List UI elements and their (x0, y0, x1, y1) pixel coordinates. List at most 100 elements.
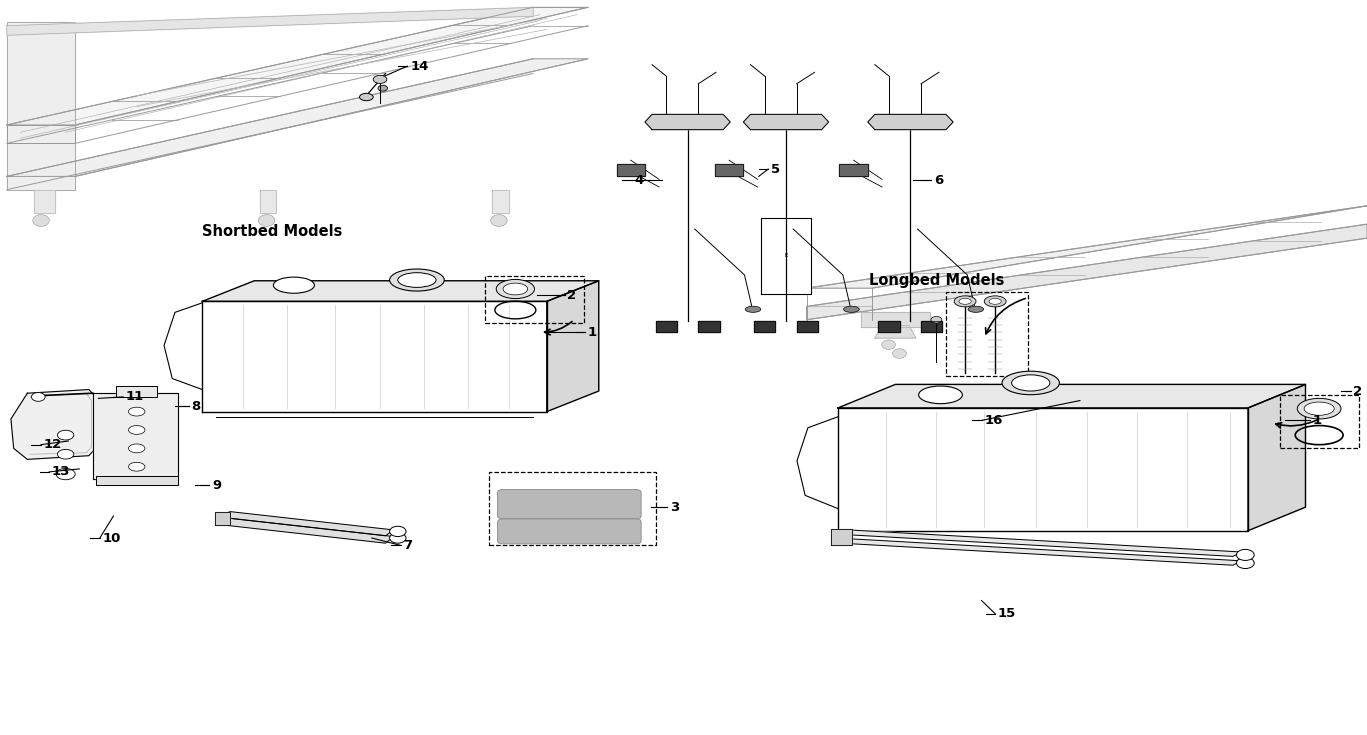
Polygon shape (861, 312, 930, 327)
Polygon shape (715, 164, 744, 176)
Polygon shape (797, 320, 817, 332)
Polygon shape (744, 115, 828, 129)
Ellipse shape (893, 349, 906, 359)
Bar (489, 472, 656, 545)
Polygon shape (868, 115, 953, 129)
Ellipse shape (258, 215, 275, 226)
Text: 7: 7 (403, 539, 413, 552)
FancyArrowPatch shape (544, 321, 571, 335)
Text: 8: 8 (191, 400, 201, 413)
Ellipse shape (31, 392, 45, 401)
Polygon shape (839, 164, 868, 176)
Ellipse shape (56, 468, 75, 480)
Ellipse shape (33, 215, 49, 226)
Polygon shape (221, 512, 394, 536)
Ellipse shape (390, 526, 406, 537)
Polygon shape (755, 320, 775, 332)
Polygon shape (7, 59, 588, 176)
Polygon shape (93, 393, 178, 479)
Polygon shape (879, 320, 899, 332)
Ellipse shape (390, 533, 406, 543)
Ellipse shape (968, 306, 984, 312)
Polygon shape (96, 476, 178, 485)
Polygon shape (116, 386, 157, 397)
Ellipse shape (496, 279, 534, 298)
Ellipse shape (128, 407, 145, 416)
Ellipse shape (128, 444, 145, 453)
Ellipse shape (373, 76, 387, 84)
FancyArrowPatch shape (986, 298, 1025, 334)
Polygon shape (7, 7, 588, 125)
Ellipse shape (931, 317, 942, 323)
Polygon shape (34, 190, 55, 213)
Ellipse shape (1297, 398, 1341, 419)
Ellipse shape (57, 430, 74, 440)
FancyBboxPatch shape (498, 519, 641, 544)
Text: 14: 14 (410, 60, 428, 73)
Polygon shape (7, 125, 75, 143)
Ellipse shape (128, 462, 145, 471)
Polygon shape (838, 408, 1248, 531)
Bar (1280, 395, 1359, 448)
Polygon shape (656, 320, 677, 332)
Ellipse shape (1002, 371, 1059, 395)
Ellipse shape (954, 296, 976, 307)
Polygon shape (202, 281, 599, 301)
Ellipse shape (745, 306, 761, 312)
Polygon shape (807, 206, 1367, 288)
Polygon shape (807, 224, 1367, 320)
Ellipse shape (1236, 550, 1255, 560)
Ellipse shape (128, 426, 145, 434)
FancyBboxPatch shape (498, 490, 641, 519)
Polygon shape (547, 281, 599, 412)
Ellipse shape (882, 340, 895, 349)
Bar (946, 292, 1028, 376)
Text: 2: 2 (1353, 384, 1363, 398)
Ellipse shape (988, 298, 1001, 304)
Polygon shape (7, 7, 533, 35)
Polygon shape (921, 320, 942, 332)
Text: E: E (785, 254, 787, 258)
Polygon shape (617, 164, 645, 176)
Ellipse shape (1012, 375, 1050, 391)
Text: 1: 1 (588, 326, 597, 339)
Ellipse shape (379, 85, 388, 91)
Text: Longbed Models: Longbed Models (869, 273, 1005, 288)
Polygon shape (841, 539, 1241, 565)
Polygon shape (838, 384, 1305, 408)
Text: 11: 11 (126, 390, 144, 404)
Polygon shape (492, 190, 509, 213)
Polygon shape (11, 390, 96, 459)
Ellipse shape (1304, 402, 1334, 415)
Polygon shape (215, 512, 230, 525)
Text: 5: 5 (771, 162, 781, 176)
Ellipse shape (919, 386, 962, 404)
Bar (485, 276, 584, 323)
FancyArrowPatch shape (1275, 420, 1316, 428)
Text: 12: 12 (44, 438, 62, 451)
Polygon shape (841, 530, 1241, 556)
Ellipse shape (360, 93, 373, 101)
Polygon shape (260, 190, 276, 213)
Text: 3: 3 (670, 501, 679, 514)
Ellipse shape (57, 449, 74, 459)
Polygon shape (1248, 384, 1305, 531)
Polygon shape (761, 218, 811, 294)
Ellipse shape (273, 277, 314, 293)
Text: 2: 2 (567, 289, 577, 302)
Ellipse shape (843, 306, 860, 312)
Text: 15: 15 (998, 607, 1016, 620)
Polygon shape (7, 22, 75, 190)
Ellipse shape (984, 296, 1006, 307)
Ellipse shape (960, 298, 971, 304)
Ellipse shape (1236, 557, 1255, 569)
Polygon shape (831, 529, 852, 545)
Polygon shape (875, 326, 916, 338)
Text: 6: 6 (934, 173, 943, 187)
Polygon shape (202, 301, 547, 412)
Ellipse shape (491, 215, 507, 226)
Polygon shape (221, 518, 394, 543)
Text: 16: 16 (984, 414, 1002, 427)
Text: 10: 10 (103, 531, 120, 545)
Text: 1: 1 (1312, 414, 1322, 427)
